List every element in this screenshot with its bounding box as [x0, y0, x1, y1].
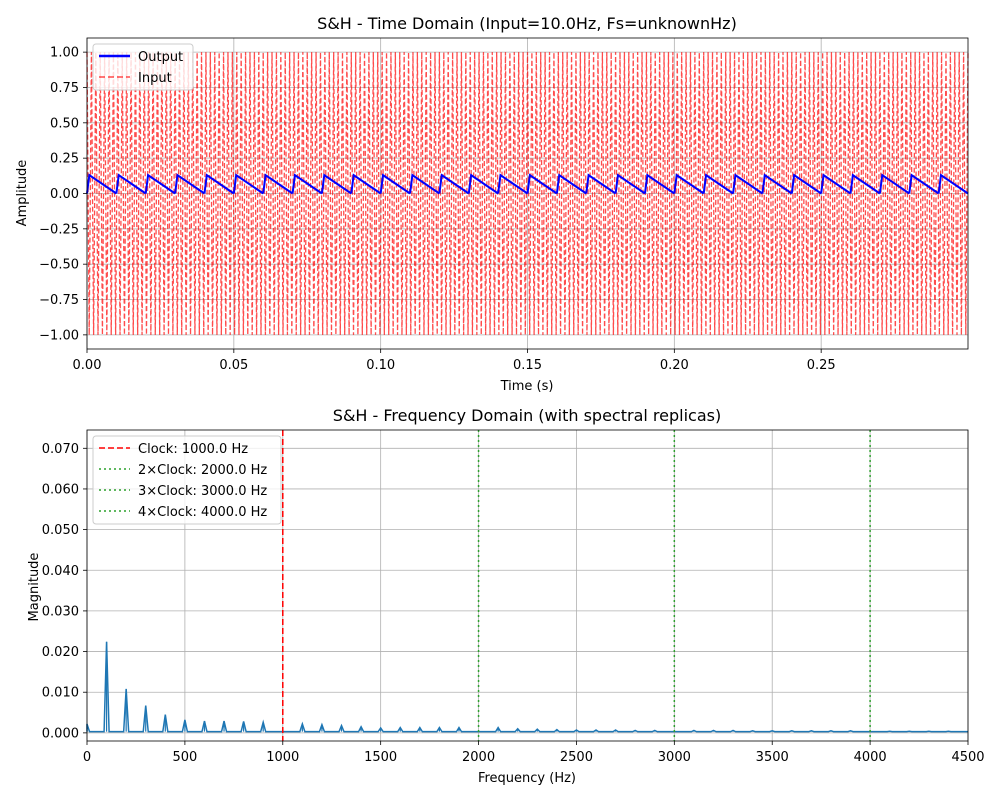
time-y-axis-label: Amplitude — [15, 160, 30, 227]
y-tick-label: −0.75 — [39, 293, 79, 308]
x-tick-label: 0.05 — [219, 358, 248, 373]
x-tick-label: 0.20 — [660, 358, 689, 373]
y-tick-label: −0.50 — [39, 258, 79, 273]
legend-3xclock-label: 3×Clock: 3000.0 Hz — [138, 484, 267, 499]
y-tick-label: 0.25 — [50, 152, 79, 167]
time-plot-area — [86, 52, 969, 335]
legend-output-label: Output — [138, 50, 183, 65]
time-domain-chart: 0.00 0.05 0.10 0.15 0.20 0.25 −1.00 −0.75 −0.50… — [15, 14, 969, 394]
y-tick-label: 1.00 — [50, 46, 79, 61]
y-tick-label: 0.060 — [42, 482, 79, 497]
y-tick-label: 0.040 — [42, 564, 79, 579]
time-x-axis-label: Time (s) — [500, 379, 554, 394]
y-tick-label: 0.50 — [50, 116, 79, 131]
x-tick-label: 3000 — [658, 750, 691, 765]
freq-plot-area — [86, 430, 968, 741]
y-tick-label: 0.010 — [42, 686, 79, 701]
y-tick-label: 0.070 — [42, 442, 79, 457]
freq-x-axis-label: Frequency (Hz) — [478, 771, 576, 786]
x-tick-label: 4000 — [854, 750, 887, 765]
y-tick-label: 0.75 — [50, 81, 79, 96]
x-tick-label: 2500 — [560, 750, 593, 765]
freq-y-ticks: 0.000 0.010 0.020 0.030 0.040 0.050 0.060 0.070 — [42, 442, 87, 741]
x-tick-label: 2000 — [462, 750, 495, 765]
y-tick-label: −0.25 — [39, 222, 79, 237]
y-tick-label: 0.000 — [42, 726, 79, 741]
x-tick-label: 0.10 — [366, 358, 395, 373]
y-tick-label: 0.00 — [50, 187, 79, 202]
legend-clock-label: Clock: 1000.0 Hz — [138, 442, 248, 457]
freq-legend-box — [92, 435, 282, 525]
freq-axes-frame — [86, 429, 969, 742]
freq-chart-title: S&H - Frequency Domain (with spectral re… — [333, 406, 721, 425]
legend-2xclock-label: 2×Clock: 2000.0 Hz — [138, 463, 267, 478]
time-x-ticks: 0.00 0.05 0.10 0.15 0.20 0.25 — [73, 349, 836, 373]
x-tick-label: 0.25 — [807, 358, 836, 373]
x-tick-label: 500 — [172, 750, 197, 765]
y-tick-label: 0.030 — [42, 604, 79, 619]
x-tick-label: 1500 — [364, 750, 397, 765]
x-tick-label: 0.15 — [513, 358, 542, 373]
time-y-ticks: −1.00 −0.75 −0.50 −0.25 0.00 0.25 0.50 0.75 1.00 — [39, 46, 87, 343]
y-tick-label: 0.050 — [42, 523, 79, 538]
legend-4xclock-label: 4×Clock: 4000.0 Hz — [138, 505, 267, 520]
x-tick-label: 0.00 — [73, 358, 102, 373]
x-tick-label: 3500 — [756, 750, 789, 765]
freq-x-ticks: 0 500 1000 1500 2000 2500 3000 3500 4000 4500 — [83, 741, 985, 765]
y-tick-label: −1.00 — [39, 328, 79, 343]
freq-y-axis-label: Magnitude — [27, 553, 42, 622]
frequency-domain-chart: 0 500 1000 1500 2000 2500 3000 3500 4000 4500 0.0… — [27, 406, 985, 786]
y-tick-label: 0.020 — [42, 645, 79, 660]
input-signal-line — [86, 52, 969, 335]
freq-legend: Clock: 1000.0 Hz 2×Clock: 2000.0 Hz 3×Cl… — [92, 435, 282, 525]
time-chart-title: S&H - Time Domain (Input=10.0Hz, Fs=unkn… — [317, 14, 737, 33]
output-signal-line — [86, 173, 969, 195]
legend-input-label: Input — [138, 71, 172, 86]
x-tick-label: 4500 — [951, 750, 984, 765]
x-tick-label: 1000 — [266, 750, 299, 765]
spectrum-line — [86, 641, 968, 733]
x-tick-label: 0 — [83, 750, 91, 765]
time-legend: Output Input — [92, 43, 194, 91]
